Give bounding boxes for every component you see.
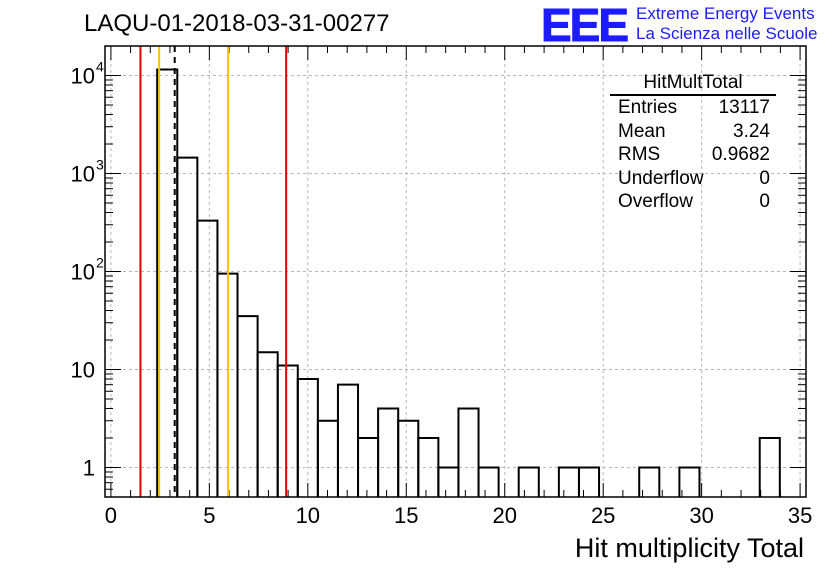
- histogram-bin: [577, 466, 601, 497]
- stats-value: 3.24: [733, 120, 770, 142]
- logo-line-2: La Scienza nelle Scuole: [636, 24, 818, 43]
- stats-row-underflow: Underflow 0: [610, 167, 776, 191]
- stats-value: 0: [759, 167, 770, 189]
- stats-box: HitMultTotal Entries 13117 Mean 3.24 RMS…: [610, 72, 776, 214]
- stats-label: Entries: [618, 97, 678, 118]
- y-tick-label: 10: [71, 64, 95, 89]
- x-tick-label: 15: [394, 503, 418, 528]
- histogram-bin: [517, 466, 540, 497]
- stats-label: Underflow: [618, 167, 704, 189]
- stats-row-rms: RMS 0.9682: [610, 143, 776, 167]
- plot-frame: [104, 45, 807, 498]
- stats-value: 0: [759, 191, 770, 212]
- y-tick-exponent: 3: [96, 157, 104, 173]
- stats-value: 13117: [718, 97, 770, 118]
- eee-logo: EEE: [540, 0, 629, 51]
- x-tick-label: 20: [492, 503, 516, 528]
- logo-line-1: Extreme Energy Events: [636, 4, 815, 23]
- x-tick-label: 0: [105, 503, 117, 528]
- histogram-bin: [457, 407, 480, 497]
- y-tick-label: 10: [71, 357, 95, 382]
- stats-row-entries: Entries 13117: [610, 96, 776, 120]
- histogram-bin: [638, 466, 661, 497]
- x-tick-label: 35: [788, 503, 812, 528]
- stats-title: HitMultTotal: [610, 72, 776, 96]
- x-tick-label: 25: [591, 503, 615, 528]
- y-tick-label: 10: [71, 162, 95, 187]
- x-axis-label: Hit multiplicity Total: [574, 533, 804, 563]
- x-tick-label: 5: [203, 503, 215, 528]
- stats-label: Mean: [618, 120, 666, 142]
- x-tick-label: 30: [689, 503, 713, 528]
- histogram-bin: [678, 466, 701, 497]
- y-tick-exponent: 2: [96, 255, 104, 271]
- stats-label: RMS: [618, 144, 661, 165]
- histogram-bin: [477, 466, 500, 497]
- stats-label: Overflow: [618, 191, 693, 212]
- y-tick-label: 1: [83, 455, 95, 480]
- y-tick-label: 10: [71, 260, 95, 285]
- y-tick-exponent: 4: [96, 59, 104, 75]
- stats-value: 0.9682: [711, 144, 770, 165]
- histogram-bin: [758, 436, 781, 497]
- x-tick-label: 10: [296, 503, 320, 528]
- stats-row-mean: Mean 3.24: [610, 120, 776, 144]
- plot-title: LAQU-01-2018-03-31-00277: [84, 10, 390, 37]
- stats-row-overflow: Overflow 0: [610, 190, 776, 214]
